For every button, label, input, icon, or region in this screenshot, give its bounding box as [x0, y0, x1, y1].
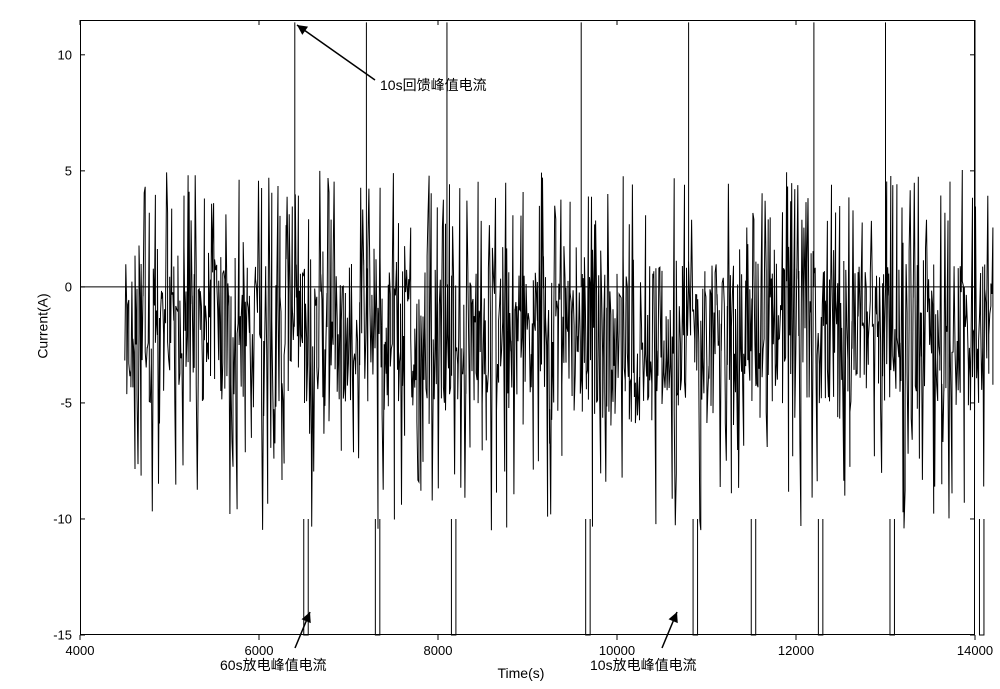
y-tick-label: -5: [60, 395, 72, 410]
y-tick-label: -15: [53, 628, 72, 643]
y-tick-label: 0: [65, 279, 72, 294]
signal-trace: [125, 170, 993, 530]
chart-container: 400060008000100001200014000-15-10-50510T…: [0, 0, 1000, 689]
x-tick-label: 14000: [957, 643, 993, 658]
x-tick-label: 12000: [778, 643, 814, 658]
y-tick-label: 10: [58, 47, 72, 62]
chart-svg: [0, 0, 1000, 689]
x-tick-label: 4000: [66, 643, 95, 658]
x-axis-label: Time(s): [498, 665, 545, 681]
annotation-feedback-peak: 10s回馈峰值电流: [380, 75, 487, 95]
y-tick-label: 5: [65, 163, 72, 178]
annotation-discharge-peak-10s: 10s放电峰值电流: [590, 655, 697, 675]
x-tick-label: 8000: [424, 643, 453, 658]
y-tick-label: -10: [53, 511, 72, 526]
y-axis-label: Current(A): [35, 293, 51, 358]
annotation-discharge-peak-60s: 60s放电峰值电流: [220, 655, 327, 675]
